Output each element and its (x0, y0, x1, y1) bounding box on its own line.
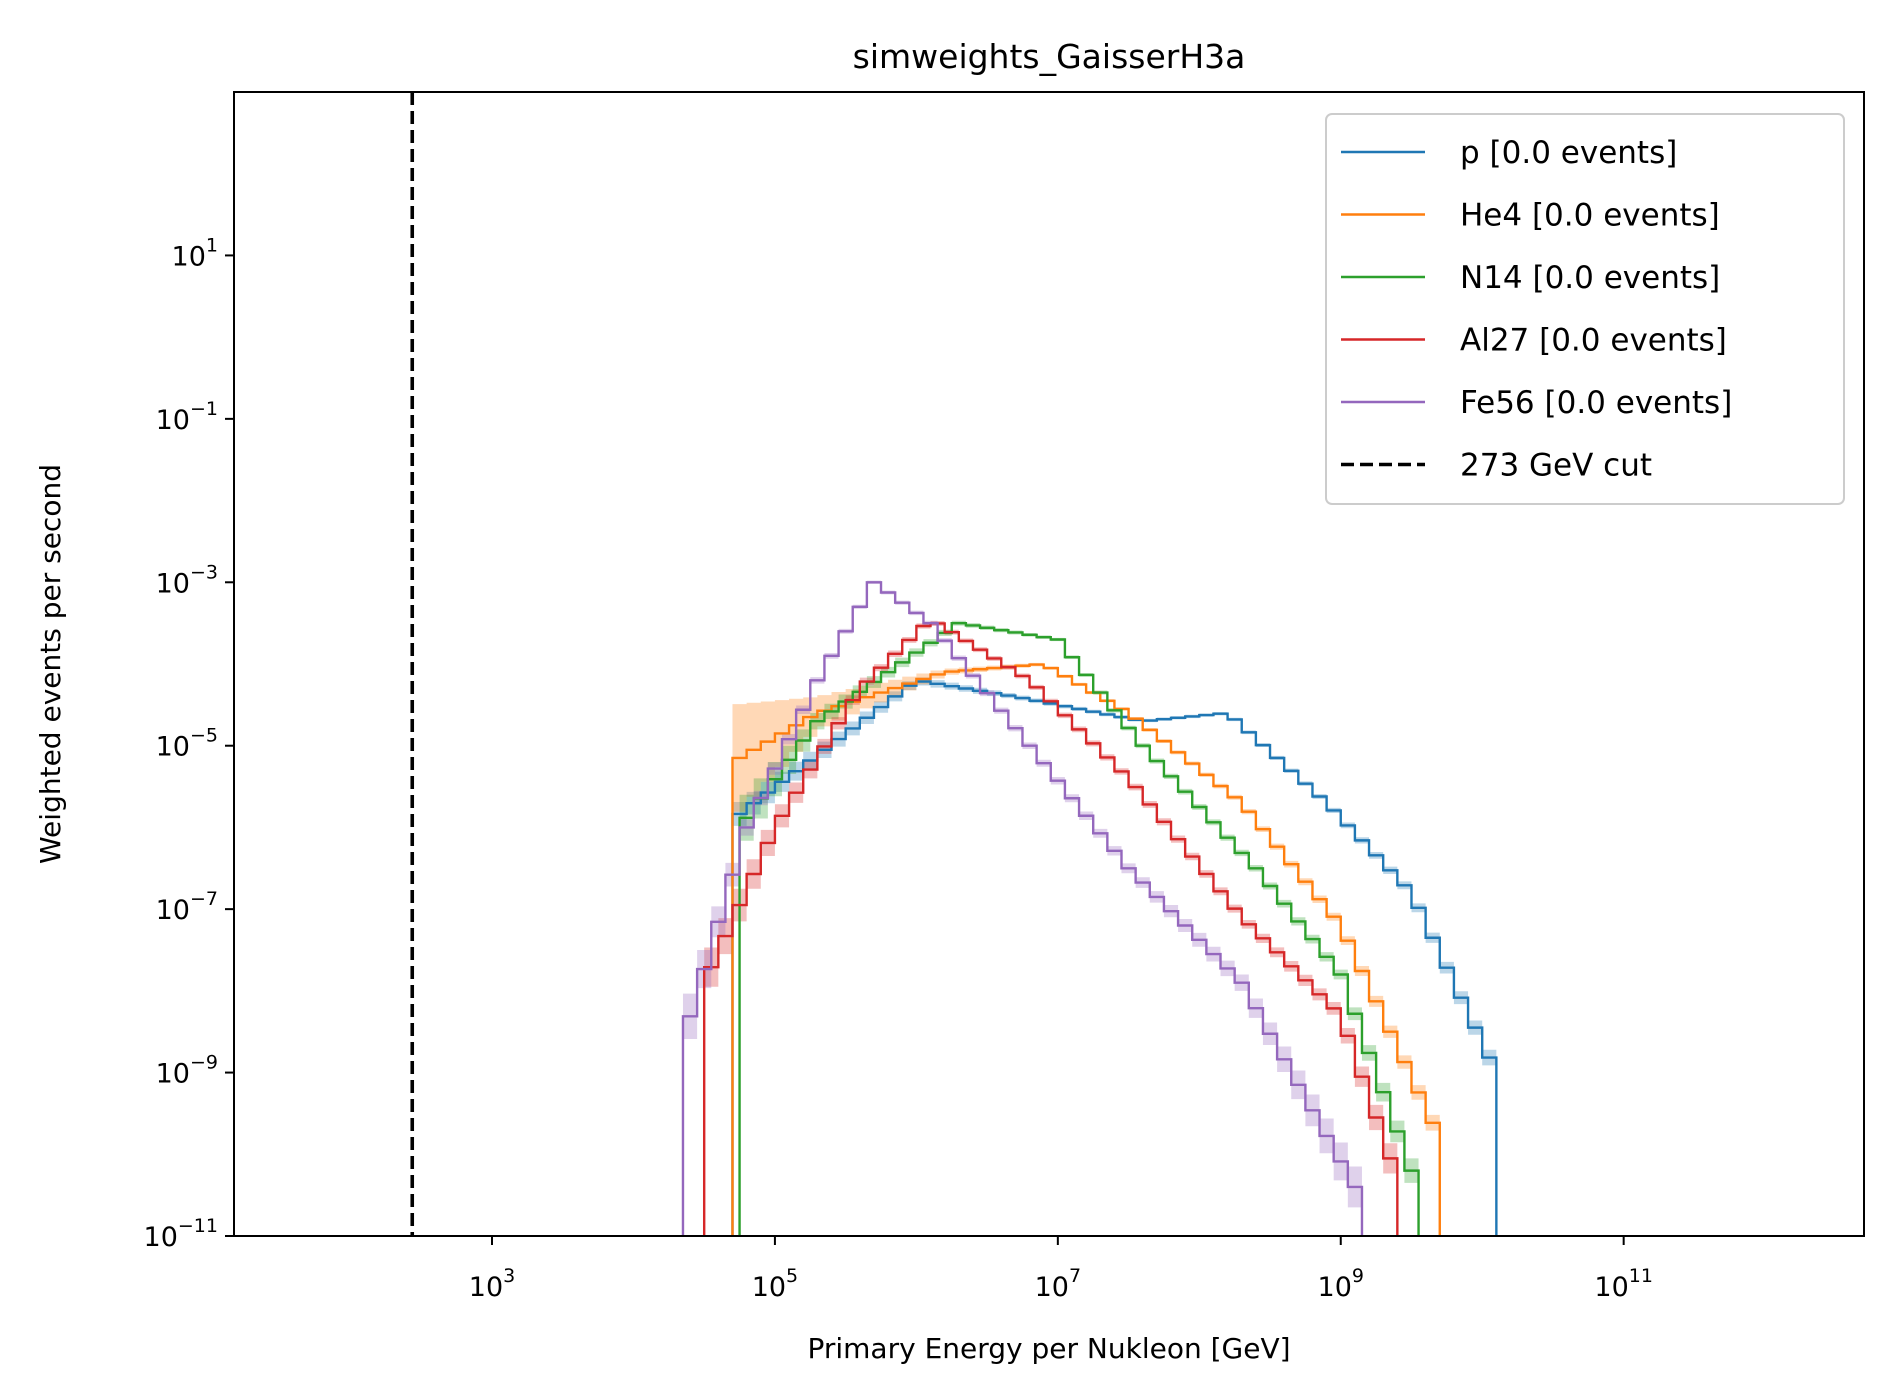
x-tick-label: 1011 (1594, 1265, 1653, 1303)
series-line-al27 (702, 622, 1399, 1236)
legend-entries: p [0.0 events] He4 [0.0 events] N14 [0.0 e… (1341, 135, 1732, 484)
band-n14 (739, 620, 1419, 1183)
series-line-fe56 (681, 581, 1364, 1236)
series-lines (681, 581, 1498, 1236)
legend-label-al27: Al27 [0.0 events] (1460, 323, 1727, 359)
legend-label-he4: He4 [0.0 events] (1460, 198, 1720, 234)
series-line-p (731, 680, 1498, 1236)
legend-frame (1325, 113, 1845, 505)
x-axis-title: Primary Energy per Nukleon [GeV] (807, 1332, 1290, 1365)
chart-title: simweights_GaisserH3a (853, 37, 1246, 76)
plot-frame (233, 91, 1865, 1237)
legend-label-p: p [0.0 events] (1460, 135, 1677, 171)
legend-label-273: 273 GeV cut (1460, 448, 1652, 484)
legend-label-n14: N14 [0.0 events] (1460, 260, 1720, 296)
legend: p [0.0 events] He4 [0.0 events] N14 [0.0 e… (1325, 113, 1845, 505)
x-tick-label: 107 (1035, 1265, 1081, 1303)
y-axis-title: Weighted events per second (34, 464, 67, 864)
x-axis-ticks: 103 105 107 109 1011 (469, 1236, 1653, 1303)
legend-label-fe56: Fe56 [0.0 events] (1460, 385, 1732, 421)
